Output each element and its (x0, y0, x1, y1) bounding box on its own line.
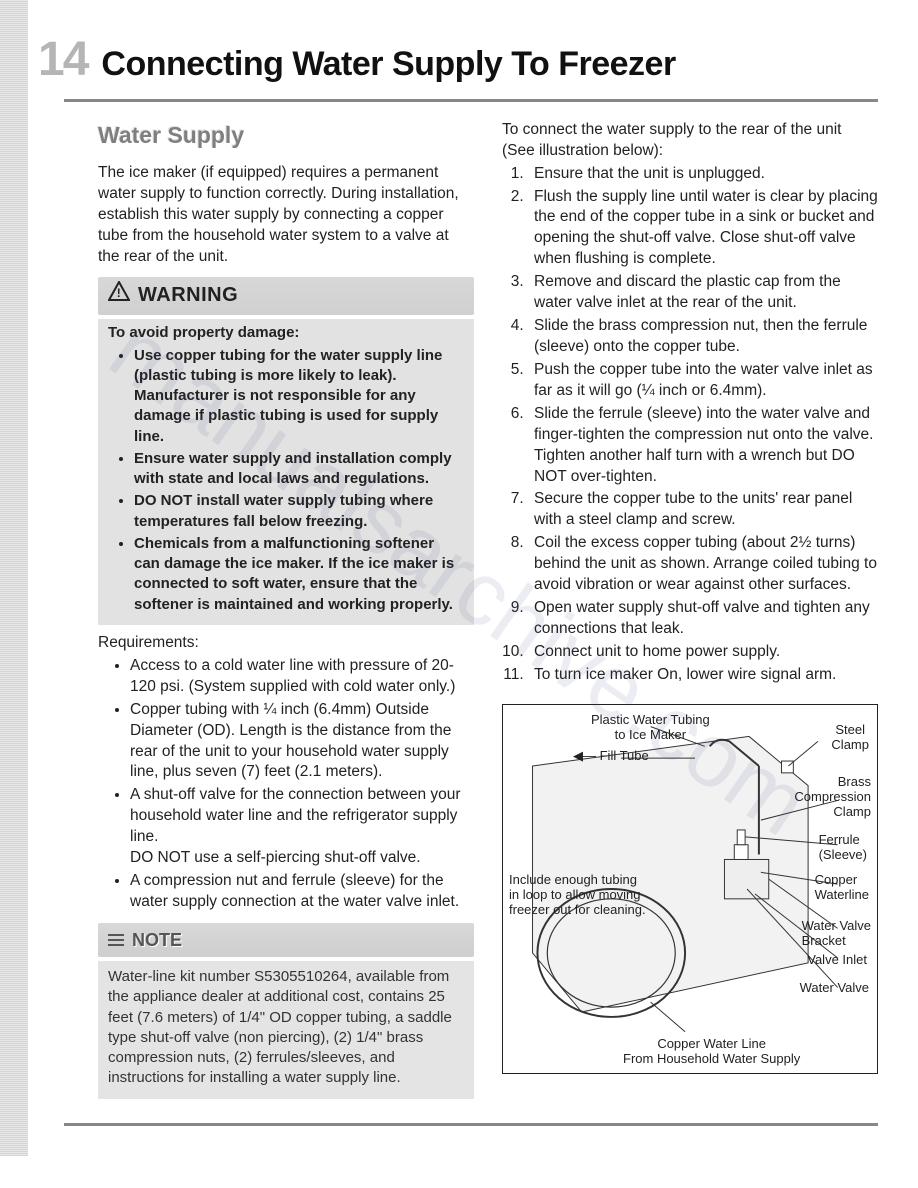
intro-paragraph: The ice maker (if equipped) requires a p… (98, 163, 474, 268)
step-item: Open water supply shut-off valve and tig… (528, 598, 878, 640)
warning-item: Chemicals from a malfunctioning softener… (134, 534, 464, 615)
page-title: Connecting Water Supply To Freezer (101, 42, 675, 88)
section-heading: Water Supply (98, 120, 474, 151)
diagram-label-valve-bracket: Water Valve Bracket (802, 919, 871, 949)
requirement-item: Access to a cold water line with pressur… (130, 656, 474, 698)
note-header: NOTE (98, 925, 474, 955)
note-icon (108, 934, 124, 946)
diagram-label-water-valve: Water Valve (800, 981, 869, 996)
step-item: Coil the excess copper tubing (about 2½ … (528, 533, 878, 596)
page-number: 14 (38, 28, 87, 93)
requirement-item: A compression nut and ferrule (sleeve) f… (130, 871, 474, 913)
note-body: Water-line kit number S5305510264, avail… (98, 961, 474, 1099)
warning-list: Use copper tubing for the water supply l… (108, 346, 464, 615)
warning-item: Ensure water supply and installation com… (134, 449, 464, 490)
warning-lead: To avoid property damage: (108, 323, 464, 343)
step-item: Flush the supply line until water is cle… (528, 187, 878, 271)
diagram-label-copper-waterline: Copper Waterline (815, 873, 869, 903)
content-columns: Water Supply The ice maker (if equipped)… (98, 120, 878, 1099)
diagram-label-valve-inlet: Valve Inlet (807, 953, 867, 968)
step-item: Push the copper tube into the water valv… (528, 360, 878, 402)
note-callout: NOTE (98, 923, 474, 957)
diagram-label-loop-note: Include enough tubing in loop to allow m… (509, 873, 649, 918)
warning-item: Use copper tubing for the water supply l… (134, 346, 464, 447)
step-item: Connect unit to home power supply. (528, 642, 878, 663)
warning-callout: ! WARNING (98, 277, 474, 315)
requirements-title: Requirements: (98, 633, 474, 654)
step-item: Ensure that the unit is unplugged. (528, 164, 878, 185)
requirement-item: A shut-off valve for the connection betw… (130, 785, 474, 869)
steps-list: Ensure that the unit is unplugged. Flush… (502, 164, 878, 686)
warning-icon: ! (108, 281, 130, 309)
left-column: Water Supply The ice maker (if equipped)… (98, 120, 474, 1099)
right-column: To connect the water supply to the rear … (502, 120, 878, 1099)
diagram-label-brass-clamp: Brass Compression Clamp (794, 775, 871, 820)
decorative-left-bar (0, 0, 28, 1156)
step-item: To turn ice maker On, lower wire signal … (528, 665, 878, 686)
diagram-label-ferrule: Ferrule (Sleeve) (819, 833, 867, 863)
warning-label: WARNING (138, 282, 238, 309)
step-item: Slide the brass compression nut, then th… (528, 316, 878, 358)
steps-intro: To connect the water supply to the rear … (502, 120, 878, 162)
warning-header: ! WARNING (98, 279, 474, 313)
step-item: Slide the ferrule (sleeve) into the wate… (528, 404, 878, 488)
svg-text:!: ! (117, 286, 122, 300)
note-label: NOTE (132, 928, 182, 952)
diagram-label-fill-tube: ◀— Fill Tube (573, 749, 649, 764)
page-header: 14 Connecting Water Supply To Freezer (38, 28, 878, 93)
step-item: Secure the copper tube to the units' rea… (528, 489, 878, 531)
warning-item: DO NOT install water supply tubing where… (134, 491, 464, 532)
header-rule (64, 99, 878, 102)
diagram-label-plastic-tubing: Plastic Water Tubing to Ice Maker (591, 713, 710, 743)
warning-body: To avoid property damage: Use copper tub… (98, 319, 474, 625)
connection-diagram: Plastic Water Tubing to Ice Maker ◀— Fil… (502, 704, 878, 1074)
diagram-label-bottom: Copper Water Line From Household Water S… (623, 1037, 800, 1067)
footer-rule (64, 1123, 878, 1126)
requirements-list: Access to a cold water line with pressur… (98, 656, 474, 913)
step-item: Remove and discard the plastic cap from … (528, 272, 878, 314)
diagram-label-steel-clamp: Steel Clamp (831, 723, 869, 753)
requirement-item: Copper tubing with ¼ inch (6.4mm) Outsid… (130, 700, 474, 784)
